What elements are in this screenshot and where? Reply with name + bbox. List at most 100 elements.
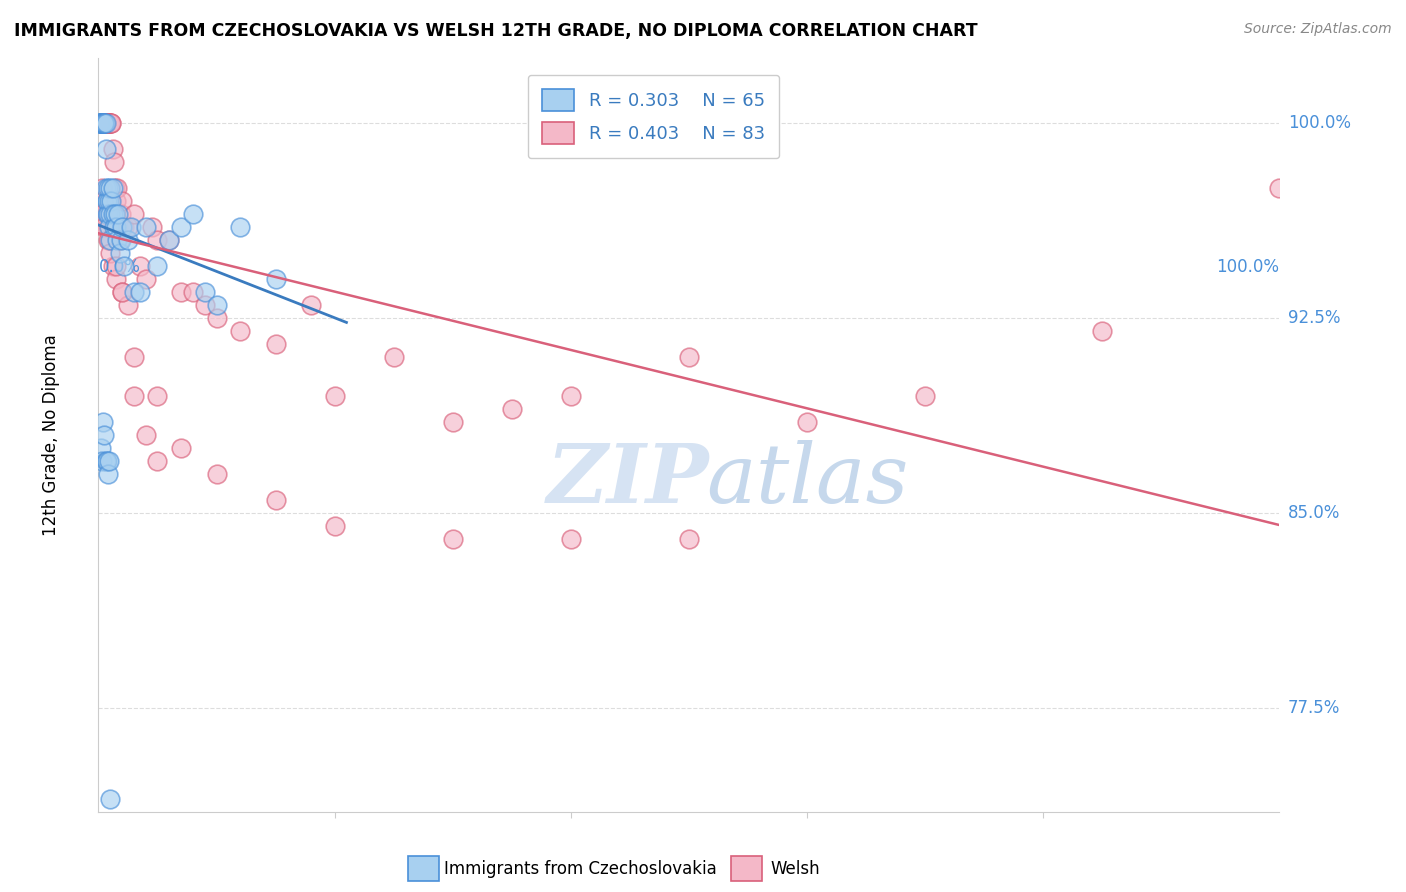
- Point: [105, 259, 128, 273]
- Point: [91, 116, 114, 130]
- Point: [560, 389, 582, 403]
- Point: [96, 116, 118, 130]
- Point: [264, 337, 287, 351]
- Point: [560, 532, 582, 546]
- Point: [501, 401, 523, 416]
- Point: [97, 181, 120, 195]
- Point: [91, 116, 114, 130]
- Point: [93, 116, 115, 130]
- Text: 85.0%: 85.0%: [1288, 504, 1340, 522]
- Point: [121, 219, 143, 234]
- Text: 0.0%: 0.0%: [98, 258, 141, 276]
- Point: [205, 467, 228, 481]
- Point: [96, 207, 118, 221]
- Point: [122, 350, 145, 364]
- Point: [90, 116, 112, 130]
- Point: [94, 454, 117, 468]
- Point: [100, 116, 122, 130]
- Point: [170, 441, 193, 455]
- Point: [122, 389, 145, 403]
- Point: [91, 181, 114, 195]
- Point: [441, 415, 464, 429]
- Point: [382, 350, 405, 364]
- Point: [135, 219, 157, 234]
- Point: [229, 219, 252, 234]
- Point: [97, 233, 120, 247]
- Point: [264, 492, 287, 507]
- Point: [135, 427, 157, 442]
- Point: [98, 116, 121, 130]
- Point: [107, 207, 129, 221]
- Point: [441, 532, 464, 546]
- Point: [91, 116, 114, 130]
- Point: [101, 259, 124, 273]
- Point: [89, 116, 111, 130]
- Point: [107, 219, 129, 234]
- Point: [98, 207, 121, 221]
- Point: [91, 116, 114, 130]
- Point: [101, 142, 124, 156]
- Point: [914, 389, 936, 403]
- Point: [157, 233, 180, 247]
- Point: [98, 791, 121, 805]
- Point: [91, 116, 114, 130]
- Point: [94, 116, 117, 130]
- Point: [264, 272, 287, 286]
- Point: [91, 415, 114, 429]
- Point: [90, 116, 112, 130]
- Point: [98, 233, 121, 247]
- Text: 100.0%: 100.0%: [1216, 258, 1279, 276]
- Point: [93, 116, 115, 130]
- Point: [146, 454, 169, 468]
- Legend: R = 0.303    N = 65, R = 0.403    N = 83: R = 0.303 N = 65, R = 0.403 N = 83: [527, 75, 779, 158]
- Text: 92.5%: 92.5%: [1288, 309, 1340, 326]
- Text: Welsh: Welsh: [770, 860, 820, 878]
- Point: [100, 194, 122, 208]
- Point: [93, 116, 115, 130]
- Point: [194, 298, 217, 312]
- Text: IMMIGRANTS FROM CZECHOSLOVAKIA VS WELSH 12TH GRADE, NO DIPLOMA CORRELATION CHART: IMMIGRANTS FROM CZECHOSLOVAKIA VS WELSH …: [14, 22, 977, 40]
- Point: [323, 389, 346, 403]
- Point: [89, 116, 111, 130]
- Point: [122, 285, 145, 299]
- Point: [93, 116, 115, 130]
- Point: [181, 207, 204, 221]
- Point: [96, 194, 118, 208]
- Point: [170, 285, 193, 299]
- Point: [111, 194, 134, 208]
- Point: [103, 155, 125, 169]
- Point: [110, 207, 132, 221]
- Point: [128, 285, 150, 299]
- Text: Source: ZipAtlas.com: Source: ZipAtlas.com: [1244, 22, 1392, 37]
- Point: [170, 219, 193, 234]
- Point: [229, 324, 252, 338]
- Point: [128, 259, 150, 273]
- Point: [97, 207, 120, 221]
- Point: [205, 310, 228, 325]
- Point: [98, 233, 121, 247]
- Point: [105, 272, 128, 286]
- Point: [678, 532, 700, 546]
- Text: atlas: atlas: [707, 440, 910, 520]
- Point: [105, 194, 128, 208]
- Point: [111, 285, 134, 299]
- Point: [110, 233, 132, 247]
- Point: [98, 116, 121, 130]
- Point: [93, 427, 115, 442]
- Point: [97, 116, 120, 130]
- Point: [205, 298, 228, 312]
- Point: [157, 233, 180, 247]
- Point: [98, 233, 121, 247]
- Text: 77.5%: 77.5%: [1288, 698, 1340, 717]
- Point: [141, 219, 163, 234]
- Point: [111, 285, 134, 299]
- Point: [103, 219, 125, 234]
- Point: [91, 194, 114, 208]
- Point: [112, 219, 135, 234]
- Text: 12th Grade, No Diploma: 12th Grade, No Diploma: [42, 334, 60, 536]
- Point: [98, 219, 121, 234]
- Point: [98, 116, 121, 130]
- Point: [93, 116, 115, 130]
- Point: [98, 194, 121, 208]
- Point: [98, 181, 121, 195]
